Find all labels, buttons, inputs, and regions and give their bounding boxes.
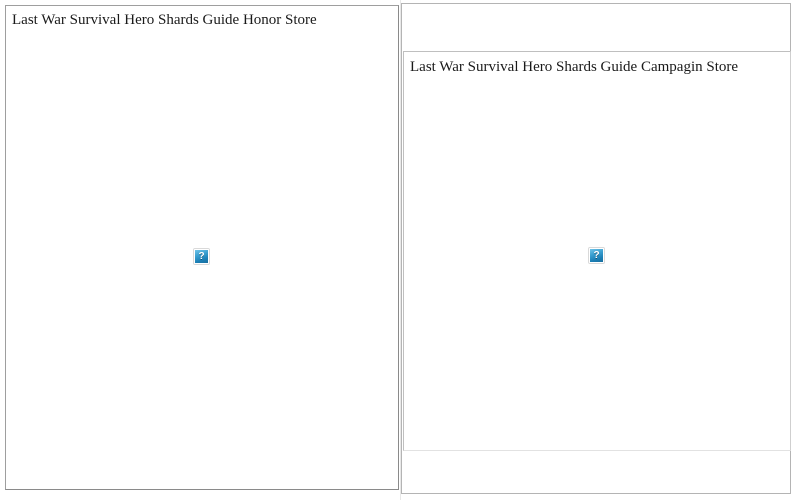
right-panel-title: Last War Survival Hero Shards Guide Camp… — [410, 59, 739, 75]
panel-divider — [400, 0, 401, 500]
broken-image-icon — [194, 249, 209, 264]
left-content-panel: Last War Survival Hero Shards Guide Hono… — [5, 5, 399, 490]
right-outer-panel: Last War Survival Hero Shards Guide Camp… — [401, 3, 791, 494]
broken-image-icon — [589, 248, 604, 263]
right-content-panel: Last War Survival Hero Shards Guide Camp… — [403, 51, 791, 451]
left-panel-title: Last War Survival Hero Shards Guide Hono… — [12, 12, 317, 28]
